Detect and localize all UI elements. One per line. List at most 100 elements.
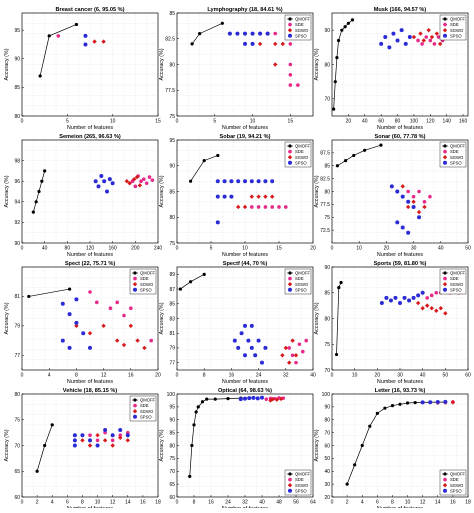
x-tick-label: 64 — [310, 500, 316, 506]
y-tick-label: 90 — [169, 418, 175, 424]
sde-point — [288, 83, 293, 87]
spso-point — [260, 360, 264, 365]
y-axis-label: Accuracy (%) — [4, 302, 10, 334]
spso-point — [395, 189, 400, 194]
x-tick-label: 200 — [131, 246, 140, 252]
sgwo-point — [87, 331, 93, 336]
sde-point — [288, 22, 292, 27]
qmoff-point — [340, 28, 344, 32]
series-qmoff — [345, 400, 447, 486]
y-tick-label: 80 — [14, 114, 20, 120]
spso-point — [387, 45, 392, 50]
sgwo-point — [135, 338, 140, 343]
qmoff-point — [194, 410, 198, 414]
sde-point — [416, 38, 420, 43]
spso-point — [81, 331, 86, 336]
x-tick-label: 40 — [310, 373, 316, 379]
spso-point — [250, 31, 255, 36]
qmoff-point — [133, 271, 137, 275]
legend-label: QMOFF — [450, 271, 466, 276]
x-tick-label: 0 — [21, 119, 24, 125]
x-tick-label: 8 — [193, 500, 196, 506]
qmoff-point — [213, 397, 217, 401]
sgwo-point — [132, 176, 137, 182]
legend-label: SGWO — [295, 282, 309, 287]
sgwo-point — [95, 433, 100, 438]
sgwo-point — [137, 183, 143, 188]
series-sgwo — [415, 300, 448, 316]
sde-point — [122, 313, 126, 318]
x-axis-label: Number of features — [377, 125, 423, 131]
qmoff-point — [190, 42, 194, 46]
y-tick-label: 87 — [169, 287, 175, 293]
series-sde — [406, 189, 432, 204]
qmoff-point — [27, 294, 31, 299]
spso-point — [222, 194, 227, 199]
spso-point — [406, 230, 411, 235]
series-spso — [60, 297, 92, 350]
spso-point — [393, 295, 398, 300]
sde-point — [264, 397, 269, 401]
sde-point — [429, 293, 434, 298]
spso-point — [416, 293, 421, 298]
spso-point — [379, 301, 384, 306]
spso-point — [389, 184, 394, 189]
sde-point — [250, 205, 254, 209]
sgwo-point — [110, 443, 115, 448]
x-tick-label: 14 — [435, 500, 441, 506]
spso-point — [239, 331, 244, 336]
qmoff-point — [190, 443, 194, 448]
legend-label: QMOFF — [295, 144, 311, 149]
y-tick-label: 65 — [14, 469, 20, 475]
qmoff-point — [288, 271, 292, 275]
spso-point — [243, 396, 247, 401]
legend-label: SDE — [450, 22, 459, 27]
x-tick-label: 0 — [21, 500, 24, 506]
plot-frame — [21, 12, 159, 117]
sgwo-point — [273, 41, 278, 47]
sgwo-point — [102, 438, 108, 443]
y-tick-label: 94 — [14, 200, 20, 206]
qmoff-point — [288, 17, 292, 21]
spso-point — [270, 179, 275, 184]
qmoff-point — [47, 34, 51, 38]
series-qmoff — [27, 287, 72, 299]
x-tick-label: 8 — [81, 500, 84, 506]
spso-point — [243, 179, 247, 184]
qmoff-point — [339, 280, 343, 285]
spso-point — [102, 179, 107, 184]
sgwo-point — [287, 483, 293, 488]
spso-point — [227, 31, 232, 36]
y-tick-label: 70 — [169, 469, 175, 475]
sde-point — [288, 42, 293, 46]
sgwo-point — [283, 345, 288, 351]
legend-label: SGWO — [450, 483, 464, 488]
sgwo-point — [442, 28, 448, 33]
x-tick-label: 30 — [397, 373, 403, 379]
legend-label: SGWO — [140, 409, 154, 414]
x-tick-label: 32 — [242, 500, 248, 506]
y-tick-label: 75 — [169, 241, 175, 247]
sgwo-point — [132, 409, 138, 414]
legend-label: SGWO — [295, 155, 309, 160]
spso-point — [95, 443, 100, 448]
x-tick-label: 8 — [391, 500, 394, 506]
sde-point — [142, 177, 146, 181]
legend-label: QMOFF — [140, 398, 156, 403]
y-axis-label: Accuracy (%) — [314, 429, 320, 461]
series-spso — [232, 323, 268, 365]
legend-label: SPSO — [295, 160, 307, 165]
qmoff-point — [353, 463, 357, 467]
legend-label: SPSO — [450, 33, 462, 38]
sgwo-point — [256, 194, 261, 199]
qmoff-point — [288, 144, 292, 148]
qmoff-point — [398, 402, 402, 406]
spso-point — [249, 179, 254, 184]
y-axis-label: Accuracy (%) — [314, 302, 320, 334]
spso-point — [215, 194, 220, 199]
x-tick-label: 16 — [450, 500, 456, 506]
y-tick-label: 85 — [324, 291, 330, 297]
y-axis-label: Accuracy (%) — [314, 175, 320, 207]
spso-point — [60, 338, 65, 343]
